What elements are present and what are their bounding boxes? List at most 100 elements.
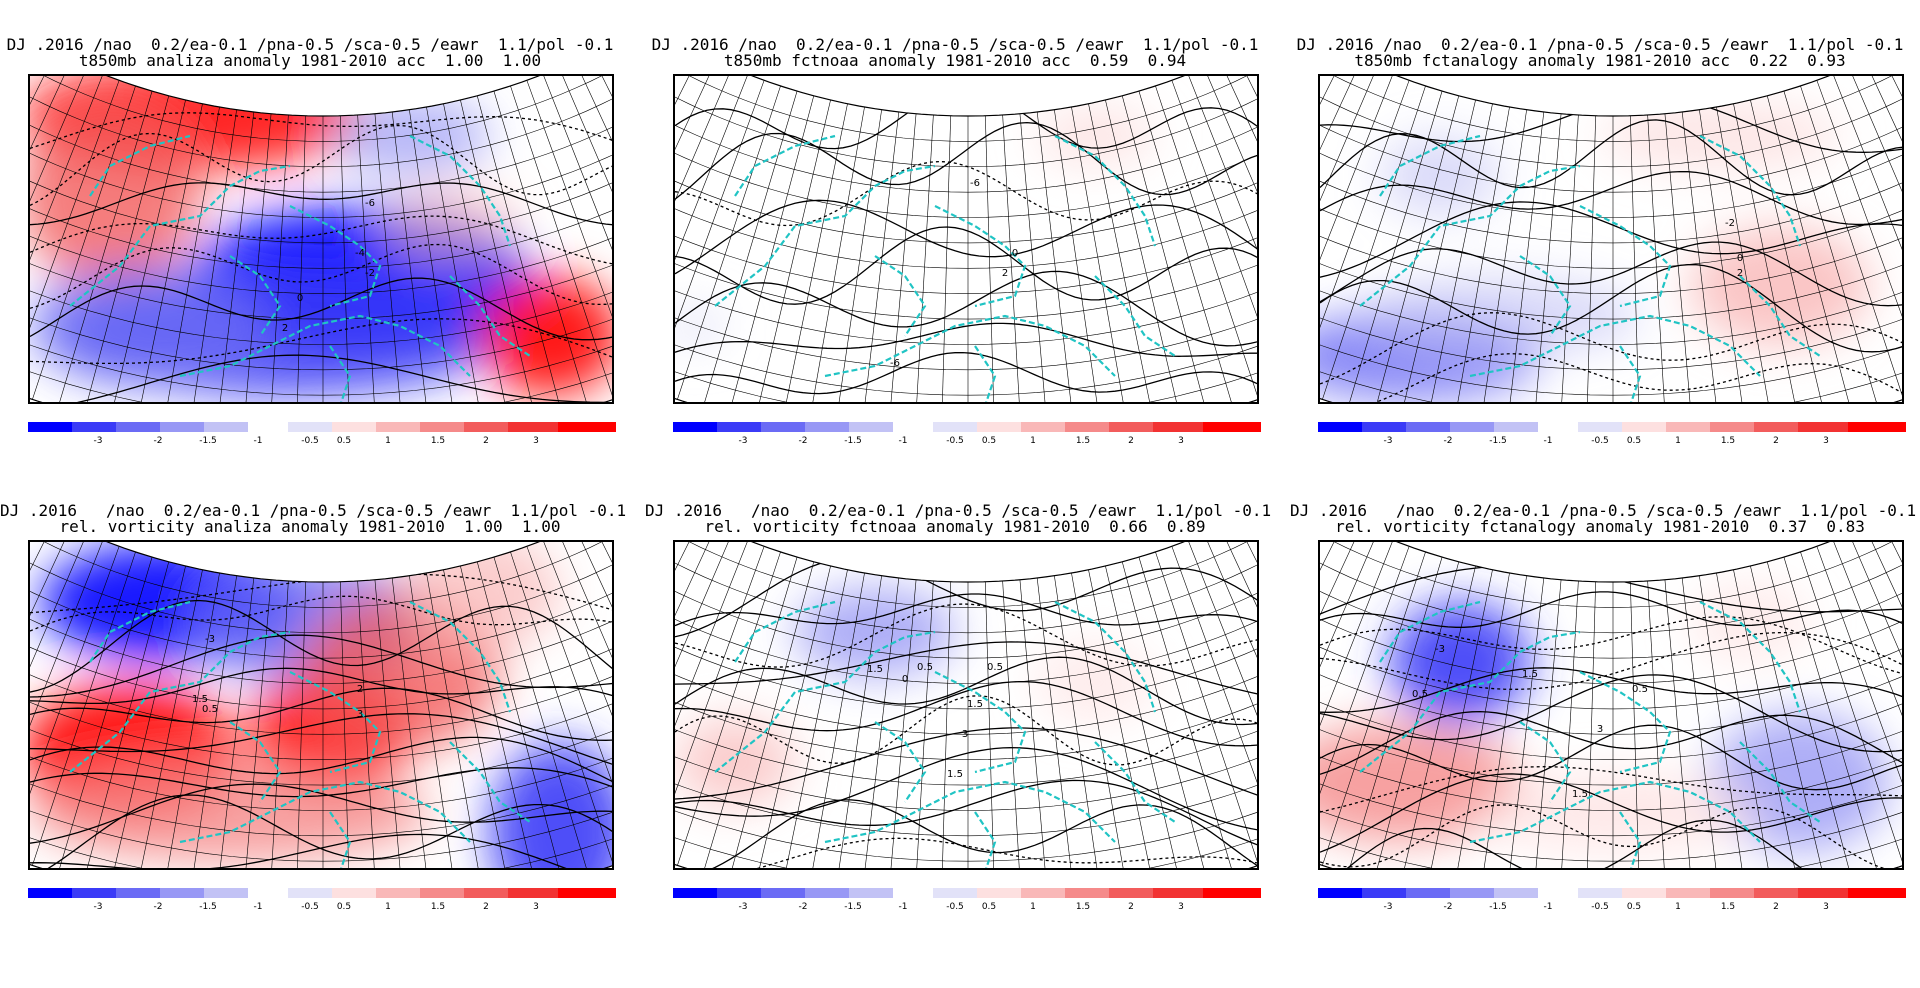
meridian-line xyxy=(1681,577,1726,868)
meridian-line xyxy=(30,85,136,402)
meridian-line xyxy=(1054,109,1108,402)
map-frame: -6 -4 -2 0 2 xyxy=(28,74,614,404)
coastline xyxy=(289,205,382,308)
parallel-line xyxy=(1320,256,1902,371)
parallel-line xyxy=(675,234,1257,345)
coastline xyxy=(974,345,997,402)
contour-line xyxy=(30,783,612,844)
anomaly-region xyxy=(480,276,612,396)
meridian-line xyxy=(828,575,882,868)
colorbar-swatch xyxy=(160,422,204,432)
colorbar: -3 -2 -1.5 -1 -0.5 0.5 1 1.5 2 3 xyxy=(28,422,616,448)
colorbar-tick-label: 1 xyxy=(1030,902,1036,912)
meridian-line xyxy=(675,546,765,868)
meridian-line xyxy=(460,565,546,868)
map-plot: -2 0 2 xyxy=(1320,76,1902,402)
panel-title-line1: DJ .2016 /nao 0.2/ea-0.1 /pna-0.5 /sca-0… xyxy=(651,35,1259,54)
panel-title-line2: t850mb fctnoaa anomaly 1981-2010 acc 0.5… xyxy=(723,51,1187,70)
contour-line xyxy=(675,557,1257,638)
colorbar-tick-label: -0.5 xyxy=(946,902,964,912)
colorbar-tick-label: 1 xyxy=(1675,436,1681,446)
meridian-line xyxy=(1320,76,1362,397)
meridian-line xyxy=(1783,91,1890,402)
coastline xyxy=(229,255,282,337)
parallel-line xyxy=(675,76,1257,142)
coastlines xyxy=(714,600,1176,868)
colorbar-swatch xyxy=(1494,422,1538,432)
contour-line xyxy=(675,351,1257,395)
colorbar-tick-label: -0.5 xyxy=(301,902,319,912)
colorbar-swatch xyxy=(332,888,376,898)
colorbar-tick-label: -3 xyxy=(1383,902,1393,912)
meridian-line xyxy=(1647,580,1670,868)
contour-line xyxy=(1320,766,1902,813)
colorbar-swatch xyxy=(420,422,464,432)
lat-lon-grid xyxy=(30,76,612,402)
contour-label: 0 xyxy=(1012,248,1018,259)
map-plot: -3 0.5 1.5 0.5 3 1.5 xyxy=(1320,542,1902,868)
meridian-line xyxy=(238,113,272,402)
parallel-line xyxy=(30,634,612,735)
coastline xyxy=(1699,601,1802,713)
coastline xyxy=(89,600,191,663)
colorbar-swatch xyxy=(761,422,805,432)
contour-line xyxy=(675,727,1257,800)
colorbar-swatch xyxy=(288,422,332,432)
parallel-line xyxy=(675,656,1257,761)
panel-title-line2: t850mb analiza anomaly 1981-2010 acc 1.0… xyxy=(78,51,542,70)
colorbar-swatch xyxy=(28,422,72,432)
contour-line xyxy=(30,354,612,402)
colorbar: -3 -2 -1.5 -1 -0.5 0.5 1 1.5 2 3 xyxy=(673,422,1261,448)
parallel-line xyxy=(1320,546,1902,634)
meridian-line xyxy=(675,551,781,868)
colorbar-tick-label: 2 xyxy=(483,436,489,446)
contour-line xyxy=(675,160,1257,227)
contour-line xyxy=(1320,773,1902,853)
meridian-line xyxy=(675,76,733,402)
coastline xyxy=(1619,345,1642,402)
colorbar-swatch xyxy=(1318,422,1362,432)
contour-label: 0.5 xyxy=(1632,684,1648,695)
meridian-line xyxy=(1336,557,1443,868)
coastline xyxy=(824,314,1116,378)
meridian-line xyxy=(30,546,120,868)
coastlines xyxy=(69,134,531,402)
contour-label: 0 xyxy=(1737,253,1743,264)
parallel-line xyxy=(30,744,612,862)
contour-line xyxy=(1320,201,1902,278)
panel-title-line1: DJ .2016 /nao 0.2/ea-0.1 /pna-0.5 /sca-0… xyxy=(1296,35,1904,54)
meridian-line xyxy=(30,76,104,402)
contour-line xyxy=(30,667,612,705)
meridian-line xyxy=(374,579,408,868)
anomaly-region xyxy=(1390,602,1530,722)
contour-line xyxy=(675,226,1257,305)
parallel-line xyxy=(30,102,612,193)
coastline xyxy=(1379,600,1481,663)
coastline xyxy=(1379,134,1481,197)
colorbar-swatch xyxy=(1666,422,1710,432)
parallel-line xyxy=(675,546,1257,634)
meridian-line xyxy=(476,95,573,402)
meridian-line xyxy=(30,76,88,402)
coastline xyxy=(1359,164,1581,307)
colorbar-tick-label: 2 xyxy=(1773,902,1779,912)
meridian-line xyxy=(855,577,900,868)
meridian-line xyxy=(526,546,612,868)
colorbar-tick-label: -0.5 xyxy=(1591,902,1609,912)
meridian-line xyxy=(526,80,612,402)
lat-lon-grid xyxy=(675,542,1257,868)
colorbar-tick-label: -0.5 xyxy=(946,436,964,446)
map-boundary xyxy=(675,76,1257,402)
colorbar-tick-label: 3 xyxy=(1178,902,1184,912)
meridian-line xyxy=(718,561,815,868)
meridian-line xyxy=(1864,76,1902,397)
parallel-line xyxy=(1320,744,1902,862)
colorbar-swatch xyxy=(1450,422,1494,432)
meridian-line xyxy=(1699,109,1753,402)
contour-line xyxy=(675,270,1257,347)
colorbar-tick-label: 1.5 xyxy=(1075,902,1091,912)
coastline xyxy=(1469,780,1761,844)
parallel-line xyxy=(675,542,1257,608)
meridian-line xyxy=(357,580,380,868)
coastline xyxy=(934,671,1027,774)
